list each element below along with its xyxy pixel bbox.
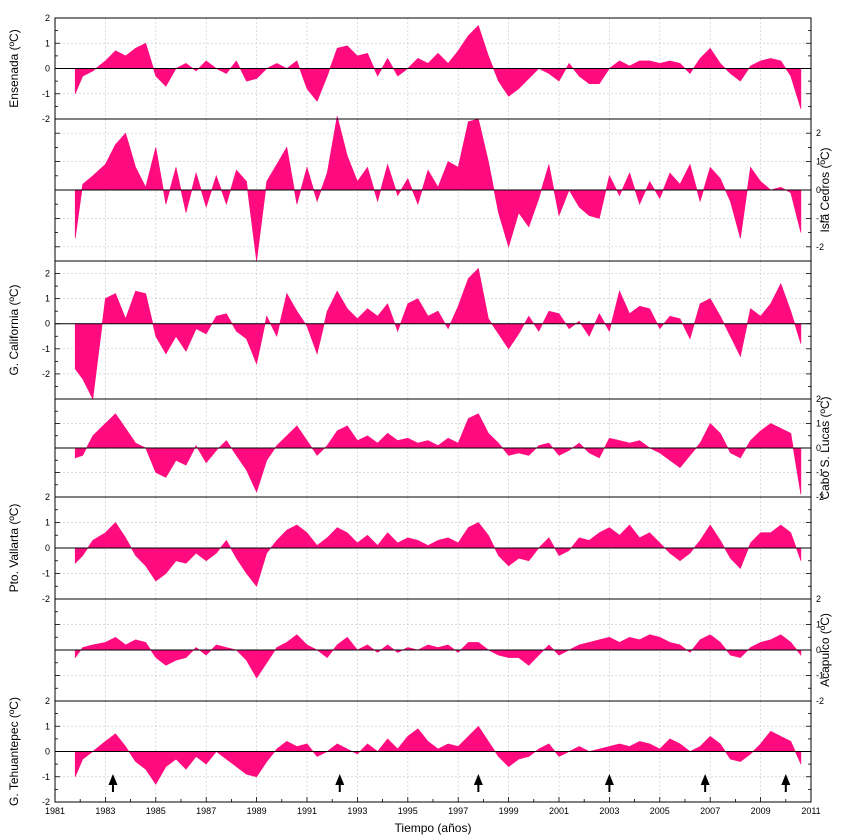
y-tick-label: -2 xyxy=(42,594,50,604)
area-series-6 xyxy=(74,634,802,679)
y-tick-label: 0 xyxy=(816,443,821,453)
y-tick-label: 1 xyxy=(45,294,50,304)
y-tick-label: -1 xyxy=(816,671,824,681)
y-axis-title-2: Isla Cedros (ºC) xyxy=(818,147,832,232)
y-axis-title-5: Pto. Vallarta (ºC) xyxy=(7,504,21,593)
y-tick-label: -1 xyxy=(816,468,824,478)
arrow-layer xyxy=(108,774,791,792)
y-tick-label: 0 xyxy=(45,747,50,757)
event-arrow-head xyxy=(604,774,614,785)
y-tick-label: 2 xyxy=(45,492,50,502)
x-tick-label: 1999 xyxy=(499,806,519,816)
y-tick-label: -2 xyxy=(816,242,824,252)
y-tick-label: 2 xyxy=(45,13,50,23)
y-tick-label: 2 xyxy=(45,696,50,706)
x-tick-label: 1991 xyxy=(297,806,317,816)
y-tick-label: -1 xyxy=(816,213,824,223)
label-layer: 2 1 0 -1 -2 Ensenada (ºC) 2 1 0 -1 -2 Isla Cedros (… xyxy=(7,13,832,816)
y-tick-label: -2 xyxy=(816,696,824,706)
y-tick-label: 2 xyxy=(816,128,821,138)
event-arrow-head xyxy=(781,774,791,785)
y-tick-label: -1 xyxy=(42,772,50,782)
area-series-5 xyxy=(74,522,802,587)
y-tick-label: 2 xyxy=(45,269,50,279)
x-tick-label: 2003 xyxy=(599,806,619,816)
y-tick-label: 1 xyxy=(816,419,821,429)
event-arrow-head xyxy=(473,774,483,785)
y-tick-label: -2 xyxy=(42,797,50,807)
x-axis-title: Tiempo (años) xyxy=(395,821,472,835)
x-tick-label: 1987 xyxy=(196,806,216,816)
y-axis-title-1: Ensenada (ºC) xyxy=(7,29,21,107)
y-tick-label: -1 xyxy=(42,569,50,579)
y-axis-title-4: Cabo S. Lucas (ºC) xyxy=(818,396,832,499)
tick-layer xyxy=(54,17,812,803)
y-tick-label: 1 xyxy=(45,518,50,528)
x-tick-label: 2001 xyxy=(549,806,569,816)
grid-layer xyxy=(54,17,812,803)
y-tick-label: 2 xyxy=(816,594,821,604)
x-tick-label: 1985 xyxy=(146,806,166,816)
y-axis-title-6: Acapulco (ºC) xyxy=(818,613,832,687)
event-arrow-head xyxy=(108,774,118,785)
y-tick-label: -1 xyxy=(42,344,50,354)
y-tick-label: 1 xyxy=(816,157,821,167)
area-series-4 xyxy=(74,413,802,495)
area-layer xyxy=(74,25,802,785)
y-tick-label: -2 xyxy=(42,114,50,124)
area-series-7 xyxy=(74,725,802,785)
y-tick-label: 0 xyxy=(816,645,821,655)
area-series-3 xyxy=(74,267,802,401)
y-tick-label: -2 xyxy=(816,492,824,502)
zero-line-layer xyxy=(55,68,811,752)
y-tick-label: 1 xyxy=(45,38,50,48)
y-tick-label: 0 xyxy=(816,185,821,195)
y-tick-label: 2 xyxy=(816,394,821,404)
x-tick-label: 1983 xyxy=(95,806,115,816)
x-tick-label: 1993 xyxy=(347,806,367,816)
x-tick-label: 2007 xyxy=(700,806,720,816)
x-tick-label: 1989 xyxy=(247,806,267,816)
frame-layer xyxy=(54,17,812,803)
y-tick-label: 0 xyxy=(45,543,50,553)
x-tick-label: 1981 xyxy=(45,806,65,816)
y-tick-label: 1 xyxy=(816,620,821,630)
y-axis-title-7: G. Tehuantepec (ºC) xyxy=(7,697,21,806)
x-tick-label: 2005 xyxy=(650,806,670,816)
area-series-1 xyxy=(74,25,802,109)
event-arrow-head xyxy=(335,774,345,785)
event-arrow-head xyxy=(700,774,710,785)
y-tick-label: 0 xyxy=(45,64,50,74)
area-series-2 xyxy=(74,116,802,262)
x-tick-label: 1997 xyxy=(448,806,468,816)
x-tick-label: 1995 xyxy=(398,806,418,816)
x-tick-label: 2009 xyxy=(751,806,771,816)
y-tick-label: -2 xyxy=(42,369,50,379)
y-tick-label: -1 xyxy=(42,89,50,99)
y-tick-label: 0 xyxy=(45,319,50,329)
y-axis-title-3: G. California (ºC) xyxy=(7,284,21,375)
y-tick-label: 1 xyxy=(45,721,50,731)
x-tick-label: 2011 xyxy=(801,806,820,816)
